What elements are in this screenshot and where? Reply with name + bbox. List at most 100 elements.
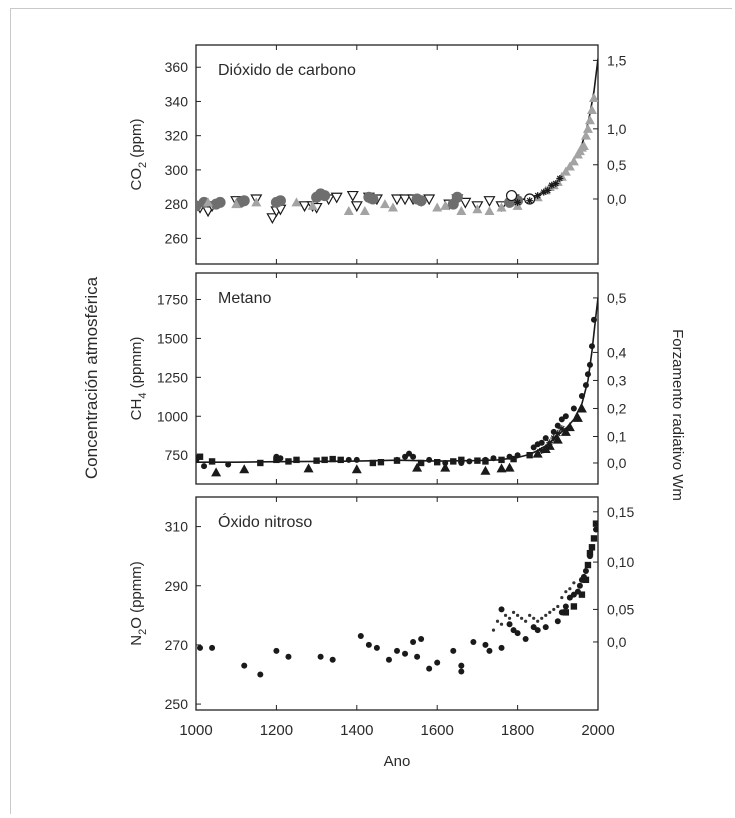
data-point-circle bbox=[418, 636, 425, 642]
data-point-triangle-up bbox=[359, 205, 370, 215]
data-point-circle bbox=[506, 621, 513, 628]
data-point-circle bbox=[274, 195, 286, 207]
data-point-circle bbox=[394, 456, 400, 463]
right-tick-label: 0,0 bbox=[607, 455, 627, 471]
trend-line bbox=[196, 297, 598, 463]
right-tick-label: 0,15 bbox=[607, 504, 634, 520]
data-point-dot bbox=[524, 619, 528, 623]
plot-frame bbox=[195, 272, 599, 485]
data-point-circle bbox=[319, 190, 331, 202]
data-point-dot bbox=[540, 616, 544, 620]
data-point-triangle-up bbox=[480, 465, 491, 475]
data-point-circle bbox=[214, 196, 226, 208]
data-point-triangle-up bbox=[484, 205, 495, 215]
data-point-triangle-up bbox=[440, 200, 451, 210]
data-point-triangle-down bbox=[459, 197, 472, 209]
data-point-triangle-up bbox=[343, 205, 354, 215]
data-point-circle bbox=[458, 662, 465, 669]
data-point-circle bbox=[562, 413, 569, 420]
data-point-circle bbox=[554, 618, 561, 625]
data-point-circle bbox=[209, 644, 216, 651]
data-point-square bbox=[369, 459, 377, 467]
data-point-triangle-down bbox=[350, 201, 363, 213]
data-point-circle-open bbox=[505, 189, 518, 202]
data-point-circle bbox=[542, 435, 549, 442]
data-point-circle bbox=[257, 671, 264, 678]
data-point-dot bbox=[499, 622, 504, 626]
y-axis-label-subscript: 2 bbox=[137, 629, 149, 635]
data-point-circle bbox=[582, 382, 589, 389]
data-point-circle bbox=[345, 456, 352, 463]
right-tick-label: 0,2 bbox=[607, 400, 627, 416]
data-point-triangle-up bbox=[580, 130, 591, 140]
data-point-circle bbox=[277, 455, 284, 462]
data-point-triangle-up bbox=[584, 115, 595, 125]
panel-title: Dióxido de carbono bbox=[218, 62, 356, 79]
data-point-circle bbox=[522, 636, 529, 642]
right-tick-label: 0,3 bbox=[607, 372, 627, 388]
data-point-square bbox=[285, 458, 292, 465]
data-point-dot bbox=[511, 610, 516, 614]
data-point-star bbox=[556, 174, 564, 182]
right-tick-label: 0,0 bbox=[607, 191, 627, 207]
data-point-circle bbox=[542, 624, 549, 631]
data-point-circle bbox=[426, 665, 433, 672]
data-point-dot bbox=[572, 581, 576, 585]
data-point-square bbox=[498, 456, 505, 464]
data-point-circle bbox=[592, 526, 598, 533]
data-point-star bbox=[538, 447, 546, 455]
data-point-triangle-up bbox=[578, 140, 589, 150]
panel-co2: 260 280 300 320 340 360 0,0 0,5 1,0 1,5 Dióxido de… bbox=[128, 44, 627, 265]
data-point-dot bbox=[528, 613, 532, 617]
data-layer bbox=[197, 520, 598, 678]
data-point-triangle-up bbox=[532, 448, 543, 458]
panel-title: Óxido nitroso bbox=[218, 512, 312, 531]
right-tick-label: 0,10 bbox=[607, 554, 634, 570]
data-point-circle bbox=[451, 191, 463, 203]
data-point-triangle-up bbox=[552, 434, 563, 444]
y-tick-label: 270 bbox=[165, 637, 189, 653]
data-point-circle bbox=[450, 647, 457, 654]
data-point-triangle-up bbox=[572, 412, 583, 422]
data-point-circle bbox=[367, 193, 379, 205]
data-point-circle bbox=[490, 455, 497, 462]
data-point-square bbox=[273, 456, 280, 464]
data-point-triangle-up bbox=[560, 166, 571, 176]
data-point-square bbox=[329, 455, 336, 463]
data-point-triangle-up bbox=[251, 197, 262, 207]
x-axis-label: Ano bbox=[384, 753, 411, 770]
data-point-dot bbox=[495, 619, 500, 623]
data-point-star bbox=[552, 180, 560, 188]
y-tick-label: 360 bbox=[165, 59, 189, 75]
data-point-square bbox=[526, 451, 533, 459]
data-point-triangle-down bbox=[330, 192, 343, 204]
data-point-star bbox=[546, 439, 554, 447]
y-axis-label-main: N bbox=[128, 635, 145, 646]
data-point-triangle-up bbox=[576, 403, 587, 413]
data-point-triangle-up bbox=[387, 202, 398, 212]
data-point-triangle-up bbox=[504, 462, 515, 472]
right-tick-label: 0,0 bbox=[607, 634, 627, 650]
data-point-square bbox=[588, 544, 596, 551]
data-point-dot bbox=[536, 619, 540, 623]
data-point-square bbox=[450, 458, 457, 465]
data-point-circle bbox=[538, 439, 545, 446]
data-point-triangle-up bbox=[586, 105, 597, 115]
data-point-circle bbox=[534, 627, 541, 634]
data-point-circle bbox=[514, 630, 521, 637]
data-point-triangle-up bbox=[496, 202, 507, 212]
data-point-circle bbox=[197, 644, 204, 651]
data-point-circle bbox=[410, 453, 417, 460]
x-tick-label: 1800 bbox=[501, 722, 534, 739]
x-tick-label: 2000 bbox=[581, 722, 614, 739]
y-axis-label-unit: (ppmm) bbox=[128, 561, 145, 617]
data-point-square bbox=[562, 609, 570, 616]
data-point-square bbox=[584, 561, 592, 569]
panel-n2o: 250 270 290 310 0,0 0,05 0,10 0,15 Óxido nitroso… bbox=[128, 496, 634, 712]
data-point-triangle-up bbox=[560, 426, 571, 436]
y-axis-label-unit: (ppm) bbox=[128, 119, 145, 162]
data-point-circle bbox=[201, 463, 208, 470]
data-point-triangle-up bbox=[379, 199, 390, 209]
data-point-triangle-up bbox=[564, 161, 575, 171]
data-point-triangle-up bbox=[351, 464, 362, 474]
